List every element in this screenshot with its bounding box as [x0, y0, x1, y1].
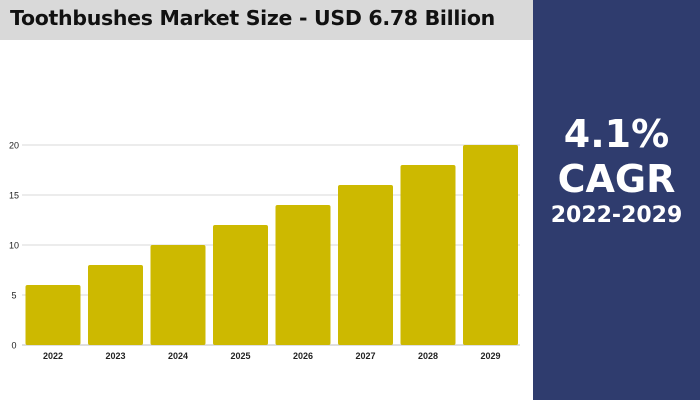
chart-title: Toothbushes Market Size - USD 6.78 Billi… [10, 6, 495, 30]
bar-chart: 0 5 10 15 20 2022 2023 2024 2025 2026 2027 2028 2029 [9, 141, 520, 361]
cagr-value: 4.1% [563, 112, 670, 156]
y-tick-label: 15 [9, 191, 19, 201]
y-tick-label: 20 [9, 141, 19, 151]
x-tick-label: 2028 [418, 351, 438, 361]
bar-2025 [213, 225, 268, 345]
cagr-label: CAGR [557, 157, 676, 201]
x-tick-label: 2027 [355, 351, 375, 361]
x-tick-label: 2026 [293, 351, 313, 361]
bar-2028 [400, 165, 456, 345]
y-tick-label: 10 [9, 241, 19, 251]
cagr-panel: 4.1% CAGR 2022-2029 [533, 0, 700, 400]
bar-2029 [463, 145, 518, 345]
bar-2027 [338, 185, 393, 345]
x-tick-label: 2029 [480, 351, 500, 361]
x-tick-label: 2023 [105, 351, 125, 361]
bar-2022 [25, 285, 81, 345]
title-bar: Toothbushes Market Size - USD 6.78 Billi… [0, 0, 533, 40]
cagr-period: 2022-2029 [550, 203, 683, 228]
x-tick-label: 2025 [230, 351, 250, 361]
x-tick-label: 2022 [43, 351, 63, 361]
y-tick-label: 0 [11, 341, 16, 351]
y-tick-label: 5 [11, 291, 16, 301]
x-tick-label: 2024 [168, 351, 188, 361]
bar-2024 [150, 245, 206, 345]
bar-2026 [275, 205, 331, 345]
bar-2023 [88, 265, 143, 345]
